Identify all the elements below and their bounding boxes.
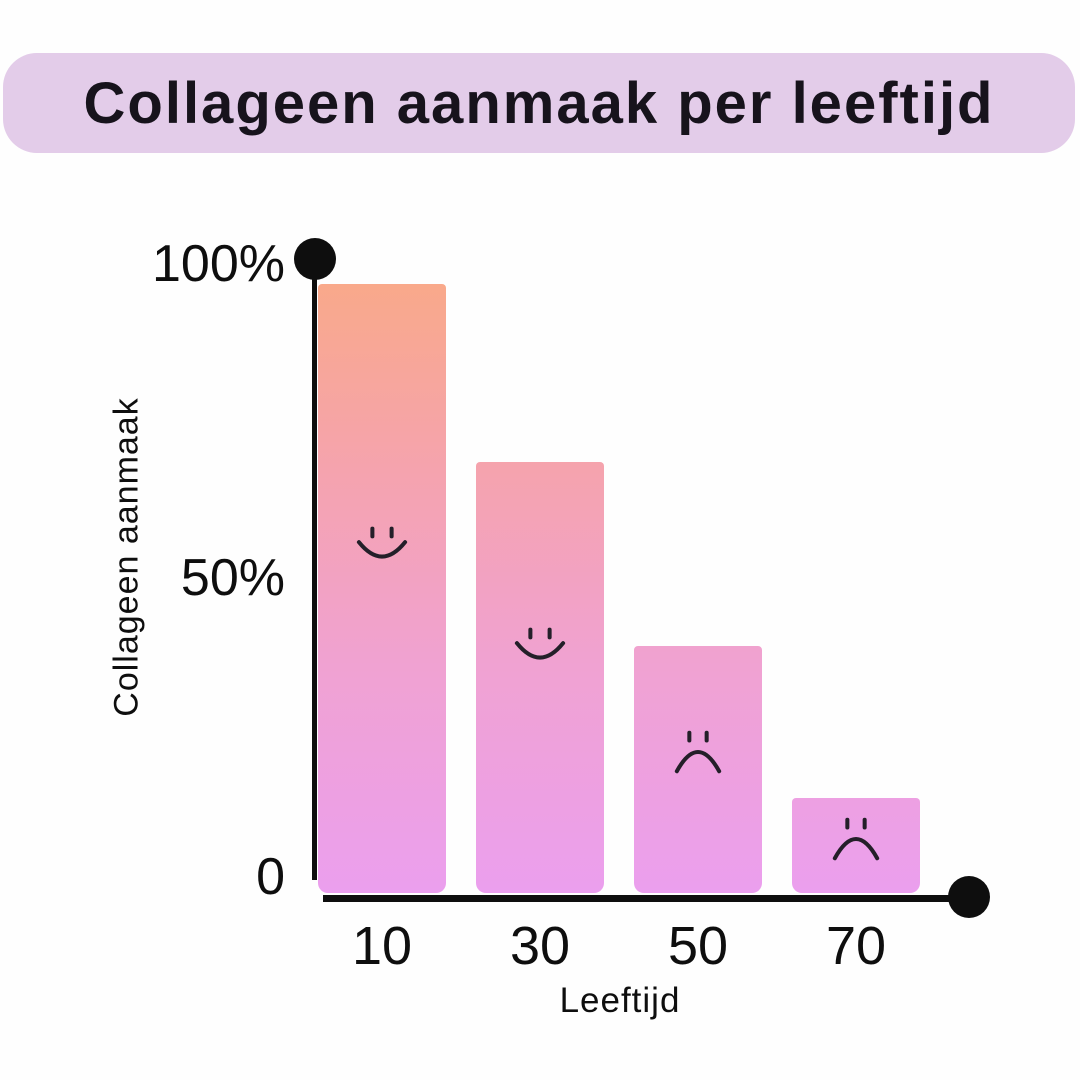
x-tick-50: 50 bbox=[667, 916, 729, 976]
y-tick-0: 0 bbox=[256, 848, 285, 906]
bars-container bbox=[318, 259, 922, 893]
x-axis-end-dot-icon bbox=[948, 876, 990, 918]
x-axis-line bbox=[323, 895, 970, 902]
frown-icon bbox=[674, 730, 722, 774]
y-axis-end-dot-icon bbox=[294, 238, 336, 280]
x-tick-10: 10 bbox=[351, 916, 413, 976]
x-axis-title: Leeftijd bbox=[559, 981, 681, 1020]
bar-age-50 bbox=[634, 646, 762, 893]
smile-icon bbox=[514, 628, 566, 660]
y-tick-100: 100% bbox=[152, 235, 285, 293]
bar-age-70 bbox=[792, 798, 920, 893]
bar-age-30 bbox=[476, 462, 604, 893]
y-tick-50: 50% bbox=[180, 549, 285, 607]
frown-icon bbox=[832, 817, 880, 861]
x-tick-70: 70 bbox=[825, 916, 887, 976]
page-title: Collageen aanmaak per leeftijd bbox=[83, 70, 995, 136]
x-ticks-row: 10 30 50 70 bbox=[318, 916, 922, 976]
smile-icon bbox=[356, 526, 408, 559]
title-banner: Collageen aanmaak per leeftijd bbox=[3, 53, 1075, 153]
y-axis-title: Collageen aanmaak bbox=[107, 397, 146, 717]
bar-age-10 bbox=[318, 284, 446, 893]
y-axis-line bbox=[312, 259, 317, 880]
x-tick-30: 30 bbox=[509, 916, 571, 976]
